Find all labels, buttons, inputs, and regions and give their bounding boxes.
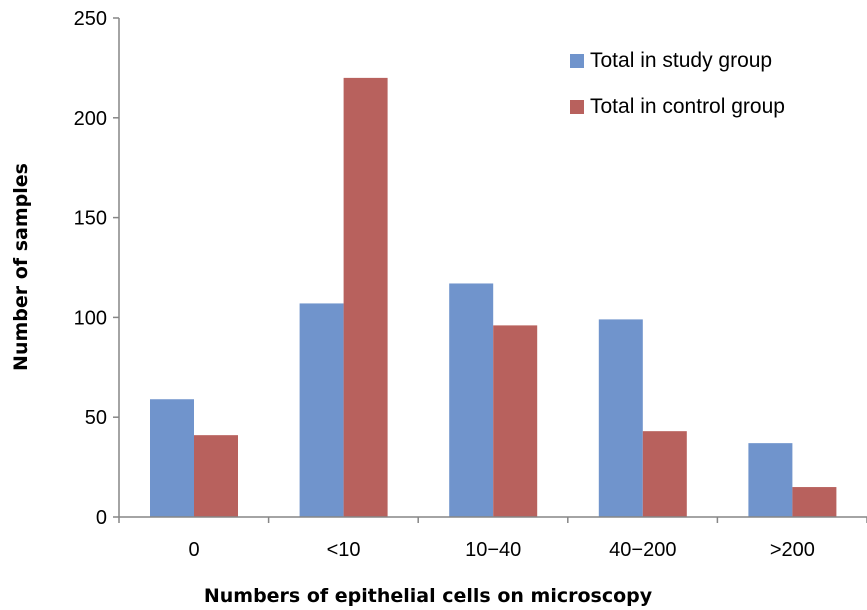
x-tick-label: <10 bbox=[327, 539, 361, 561]
legend-label-control: Total in control group bbox=[590, 95, 785, 118]
bar-study-4 bbox=[748, 443, 793, 517]
y-tick-label: 150 bbox=[74, 208, 107, 230]
bar-control-0 bbox=[194, 435, 238, 517]
bar-control-3 bbox=[642, 431, 687, 517]
x-tick-label: >200 bbox=[770, 539, 815, 561]
x-tick-label: 10−40 bbox=[465, 539, 521, 561]
y-axis-title: Number of samples bbox=[10, 163, 32, 371]
tick-labels-layer: 0 50 100 150 200 250 0 <10 10−40 40−200 >200 bbox=[74, 8, 815, 561]
bar-control-4 bbox=[792, 487, 837, 517]
legend: Total in study group Total in control gro… bbox=[570, 49, 785, 118]
legend-label-study: Total in study group bbox=[590, 49, 772, 72]
legend-swatch-control bbox=[570, 100, 584, 114]
legend-swatch-study bbox=[570, 54, 584, 68]
y-tick-label: 0 bbox=[96, 507, 107, 529]
y-tick-label: 200 bbox=[74, 108, 107, 130]
bar-study-1 bbox=[299, 303, 344, 517]
ticks-layer bbox=[113, 17, 867, 523]
bar-study-3 bbox=[598, 319, 643, 517]
x-axis-title: Numbers of epithelial cells on microscop… bbox=[204, 585, 653, 607]
bar-study-0 bbox=[150, 399, 194, 517]
x-tick-label: 0 bbox=[188, 539, 199, 561]
y-tick-label: 50 bbox=[85, 407, 107, 429]
x-tick-label: 40−200 bbox=[609, 539, 676, 561]
bars-layer bbox=[150, 77, 837, 517]
y-tick-label: 250 bbox=[74, 8, 107, 30]
bar-control-2 bbox=[493, 325, 538, 517]
y-tick-label: 100 bbox=[74, 307, 107, 329]
bar-study-2 bbox=[449, 283, 494, 517]
bar-control-1 bbox=[343, 77, 388, 517]
